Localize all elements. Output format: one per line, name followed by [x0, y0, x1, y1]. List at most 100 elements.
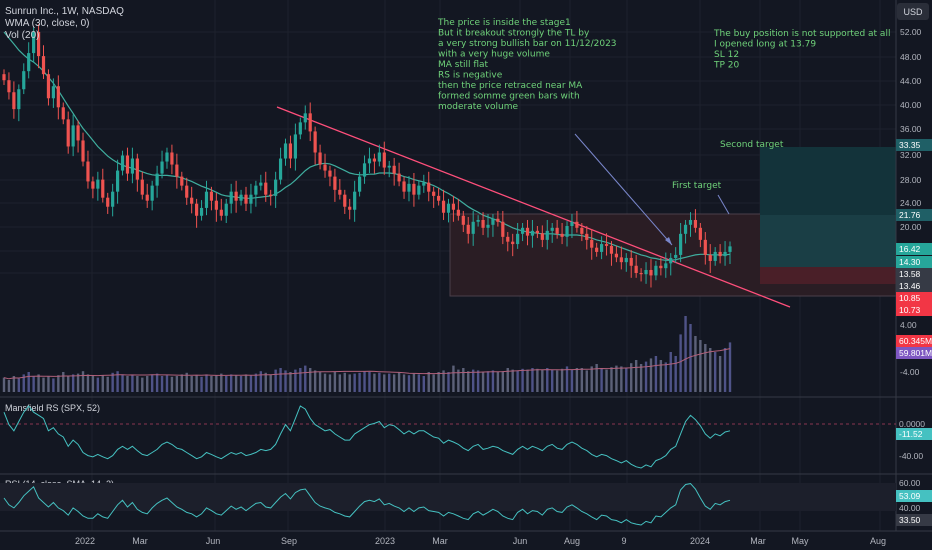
volume-bar [368, 372, 371, 392]
candle-body [367, 158, 372, 164]
price-tick-label: 52.00 [900, 27, 922, 37]
volume-bar [664, 362, 667, 392]
candle-body [456, 209, 460, 216]
candle-body [604, 244, 609, 246]
volume-bar [378, 372, 381, 392]
rsi-tick-0: 60.00 [899, 478, 921, 488]
candle-body [219, 209, 223, 216]
volume-bar [422, 376, 425, 392]
price-badge-label: 10.85 [899, 293, 921, 303]
rsi-value-badge [896, 490, 932, 502]
candle-body [195, 203, 199, 216]
candle-body [674, 254, 678, 258]
volume-bar [486, 371, 490, 392]
candle-body [703, 239, 707, 255]
candle-body [377, 152, 381, 162]
volume-bar [565, 366, 569, 392]
candle-body [382, 152, 386, 168]
candle-body [496, 218, 500, 222]
time-tick-label: Aug [870, 536, 886, 546]
price-tick-label: 40.00 [900, 100, 922, 110]
vol-legend[interactable]: Vol (20) [5, 30, 39, 41]
candle-body [185, 185, 189, 198]
volume-bar [309, 368, 312, 392]
candle-body [190, 197, 194, 204]
volume-bar [160, 376, 164, 392]
candle-body [323, 164, 327, 171]
volume-bar [22, 374, 25, 392]
volume-bar [42, 377, 45, 392]
volume-bar [630, 363, 633, 392]
volume-bar [575, 368, 579, 392]
volume-bar [516, 370, 519, 392]
volume-bar [313, 370, 317, 392]
volume-bar [12, 376, 16, 392]
time-axis[interactable]: 2022 Mar Jun Sep 2023 Mar Jun Aug 9 2024 Mar May Aug [75, 536, 886, 546]
candle-body [61, 107, 65, 120]
volume-bar [397, 372, 401, 392]
candle-body [634, 265, 638, 273]
candle-body [264, 182, 268, 195]
rsi-tick-1: 40.00 [899, 503, 921, 513]
analysis-note-line: formed somme green bars with [438, 92, 580, 102]
volume-bar [62, 372, 65, 392]
candle-body [476, 219, 480, 222]
price-badges: 33.35 21.76 16.42 14.30 13.58 13.46 10.85 10.73… [896, 139, 932, 359]
candle-body [501, 221, 505, 237]
first-target-label: First target [672, 181, 722, 191]
candle-body [698, 227, 702, 240]
volume-bar [244, 374, 248, 392]
price-badge-label: 21.76 [899, 210, 921, 220]
rsi-value-label: 53.09 [899, 491, 921, 501]
volume-bar [141, 377, 144, 392]
candle-body [170, 152, 174, 165]
candle-body [461, 215, 465, 225]
volume-bar [289, 372, 292, 392]
candle-body [679, 233, 683, 255]
candle-body [511, 241, 515, 245]
volume-bar [659, 360, 663, 392]
volume-bar [32, 376, 35, 392]
volume-bar [7, 380, 11, 392]
volume-bar [625, 368, 628, 392]
volume-bar [225, 376, 228, 392]
volume-bar [27, 372, 30, 392]
time-tick-label: May [791, 536, 809, 546]
volume-bar [101, 375, 104, 392]
candle-body [402, 181, 406, 192]
volume-bar [210, 376, 213, 392]
candle-body [51, 86, 55, 99]
candle-body [150, 185, 154, 201]
rsi-line [3, 483, 731, 526]
time-tick-label: Mar [132, 536, 148, 546]
volume-bar [155, 373, 159, 392]
volume-bar [318, 372, 322, 392]
volume-bar [47, 376, 50, 392]
volume-bar [674, 356, 677, 392]
volume-bar [323, 373, 327, 392]
volume-bar [709, 348, 712, 392]
candle-body [2, 74, 6, 81]
volume-bar [264, 372, 267, 392]
volume-bar [541, 369, 544, 392]
price-badge [896, 256, 932, 268]
volume-bar [546, 368, 549, 392]
position-note-line: I opened long at 13.79 [714, 40, 816, 50]
candle-body [12, 92, 16, 110]
candle-body [343, 194, 347, 207]
candle-body [550, 227, 554, 231]
target-arrow [717, 194, 730, 215]
down-trendline[interactable] [276, 106, 791, 308]
rs-legend[interactable]: Mansfield RS (SPX, 52) [5, 403, 100, 413]
symbol-legend[interactable]: Sunrun Inc., 1W, NASDAQ [5, 6, 124, 17]
wma-legend[interactable]: WMA (30, close, 0) [5, 18, 89, 29]
candle-body [214, 200, 218, 210]
candle-body [229, 191, 233, 204]
volume-bar [555, 370, 559, 392]
volume-bar [610, 367, 613, 392]
candle-body [451, 203, 456, 210]
candle-body [669, 257, 673, 264]
currency-button[interactable] [897, 3, 929, 20]
price-badge-label: 13.46 [899, 281, 921, 291]
